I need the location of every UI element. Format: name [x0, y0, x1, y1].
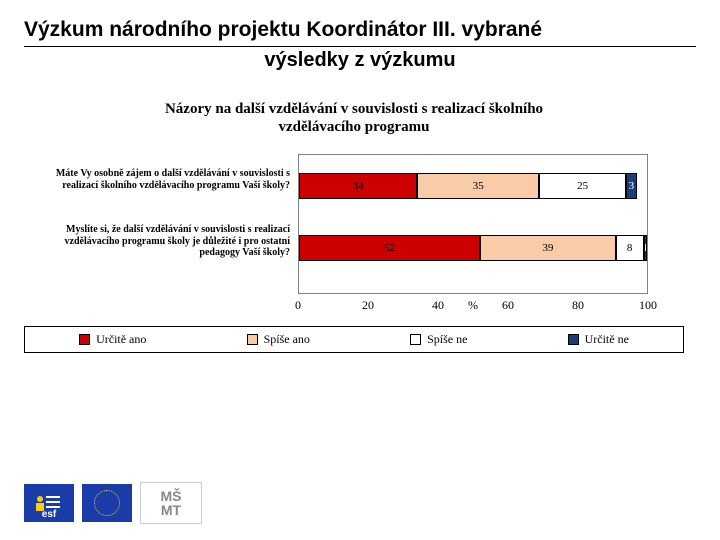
legend-label: Určitě ano: [96, 332, 146, 347]
footer-logos: esf MŠ MT: [24, 482, 202, 524]
page: Výzkum národního projektu Koordinátor II…: [0, 0, 720, 540]
plot-area: 3435253 523981: [298, 154, 648, 294]
page-title: Výzkum národního projektu Koordinátor II…: [24, 18, 696, 47]
legend-label: Spíše ano: [264, 332, 310, 347]
x-axis: 020406080100%: [298, 294, 648, 318]
bar-segment: 1: [644, 235, 647, 261]
legend-label: Určitě ne: [585, 332, 629, 347]
legend-item: Určitě ano: [79, 332, 146, 347]
question-label-2: Myslíte si, že další vzdělávání v souvis…: [30, 224, 290, 259]
bar-segment: 3: [626, 173, 636, 199]
bar-segment: 35: [417, 173, 539, 199]
x-tick: 80: [572, 298, 584, 313]
legend-label: Spíše ne: [427, 332, 467, 347]
x-tick: 0: [295, 298, 301, 313]
chart-container: Názory na další vzdělávání v souvislosti…: [24, 100, 684, 353]
x-axis-unit: %: [468, 298, 478, 313]
legend-item: Spíše ano: [247, 332, 310, 347]
chart-body: Máte Vy osobně zájem o další vzdělávání …: [24, 154, 684, 318]
x-tick: 100: [639, 298, 657, 313]
bar-segment: 52: [299, 235, 480, 261]
x-tick: 20: [362, 298, 374, 313]
esf-text: esf: [42, 509, 56, 520]
esf-logo: esf: [24, 484, 74, 522]
legend-swatch: [79, 334, 90, 345]
legend-item: Určitě ne: [568, 332, 629, 347]
page-subtitle: výsledky z výzkumu: [24, 49, 696, 72]
plot-column: 3435253 523981 0 20 40 60 80 100%: [294, 154, 684, 318]
chart-legend: Určitě ano Spíše ano Spíše ne Určitě ne: [24, 326, 684, 353]
y-axis-labels: Máte Vy osobně zájem o další vzdělávání …: [24, 154, 294, 294]
bar-segment: 8: [616, 235, 644, 261]
legend-swatch: [247, 334, 258, 345]
bar-segment: 39: [480, 235, 616, 261]
eu-stars-icon: [94, 490, 120, 516]
bar-segment: 25: [539, 173, 626, 199]
bar-row: 523981: [299, 235, 647, 261]
bar-row: 3435253: [299, 173, 647, 199]
eu-flag-logo: [82, 484, 132, 522]
chart-title: Názory na další vzdělávání v souvislosti…: [144, 100, 564, 136]
legend-item: Spíše ne: [410, 332, 467, 347]
bar-segment: 34: [299, 173, 417, 199]
x-tick: 40: [432, 298, 444, 313]
question-label-1: Máte Vy osobně zájem o další vzdělávání …: [30, 168, 290, 191]
legend-swatch: [568, 334, 579, 345]
msmt-line1: MŠ: [161, 489, 182, 503]
msmt-logo: MŠ MT: [140, 482, 202, 524]
msmt-line2: MT: [161, 503, 181, 517]
x-tick: 60: [502, 298, 514, 313]
legend-swatch: [410, 334, 421, 345]
